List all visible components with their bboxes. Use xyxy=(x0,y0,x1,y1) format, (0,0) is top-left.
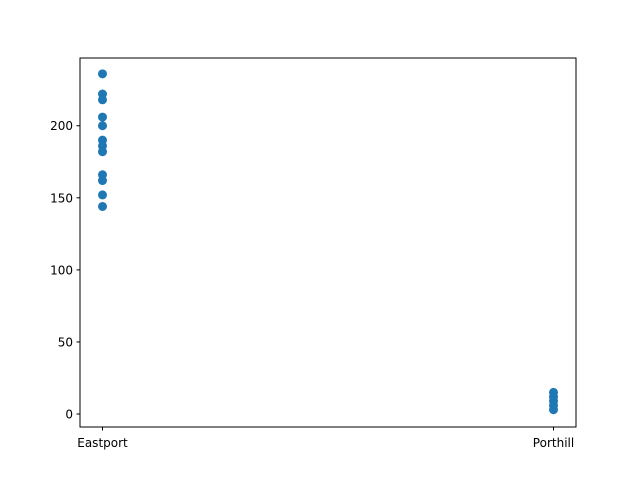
data-point xyxy=(98,190,107,200)
y-tick-label: 50 xyxy=(58,335,73,349)
y-tick-label: 200 xyxy=(50,119,73,133)
data-point xyxy=(98,69,107,79)
plot-area: 0 50 100 150 200 Eastport Porthill xyxy=(50,57,577,450)
data-point xyxy=(98,95,107,105)
y-tick-label: 0 xyxy=(65,408,73,422)
axes-frame xyxy=(79,57,577,428)
data-point xyxy=(98,147,107,157)
y-tick-label: 150 xyxy=(50,191,73,205)
data-point xyxy=(98,176,107,186)
data-point xyxy=(98,121,107,131)
x-tick-label: Eastport xyxy=(77,436,128,450)
data-point xyxy=(98,201,107,211)
data-point xyxy=(98,112,107,122)
data-point xyxy=(549,405,558,415)
x-tick-label: Porthill xyxy=(533,436,574,450)
y-tick-label: 100 xyxy=(50,263,73,277)
